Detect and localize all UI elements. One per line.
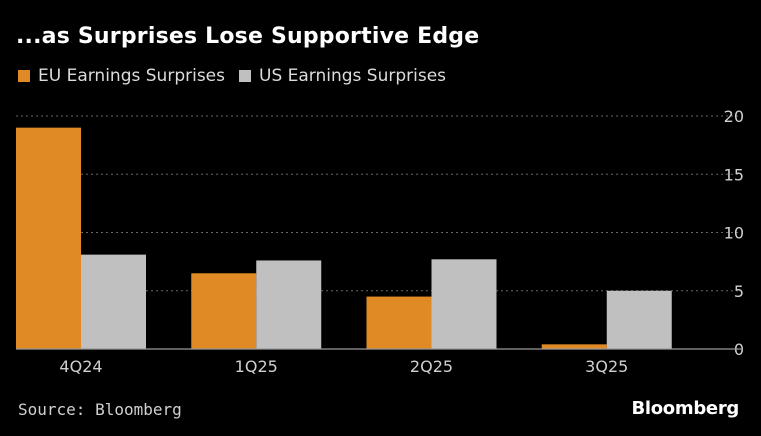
y-tick-label: 10 [724,224,744,243]
legend-label-us: US Earnings Surprises [259,66,447,86]
bar-eu-3q25 [541,344,607,349]
y-tick-label: 20 [724,107,744,126]
x-tick-label: 1Q25 [235,357,278,376]
legend-item-us: US Earnings Surprises [239,66,446,86]
legend-swatch-us [239,70,251,82]
x-tick-label: 2Q25 [410,357,453,376]
legend-item-eu: EU Earnings Surprises [18,66,225,86]
bar-eu-1q25 [191,273,257,349]
bloomberg-logo: Bloomberg [631,398,739,419]
legend-swatch-eu [18,70,30,82]
bar-us-2q25 [431,259,497,349]
bar-eu-4q24 [16,127,81,350]
bar-us-4q24 [81,254,146,349]
legend: EU Earnings Surprises US Earnings Surpri… [18,66,460,86]
bar-us-1q25 [256,260,322,349]
y-tick-label: 15 [724,165,744,184]
chart-title: ...as Surprises Lose Supportive Edge [16,24,480,49]
bar-eu-2q25 [366,296,432,349]
y-tick-label: 5 [734,282,744,301]
source-note: Source: Bloomberg [18,400,182,419]
legend-label-eu: EU Earnings Surprises [38,66,225,86]
bar-us-3q25 [606,290,672,349]
x-tick-label: 3Q25 [585,357,628,376]
x-tick-label: 4Q24 [59,357,102,376]
